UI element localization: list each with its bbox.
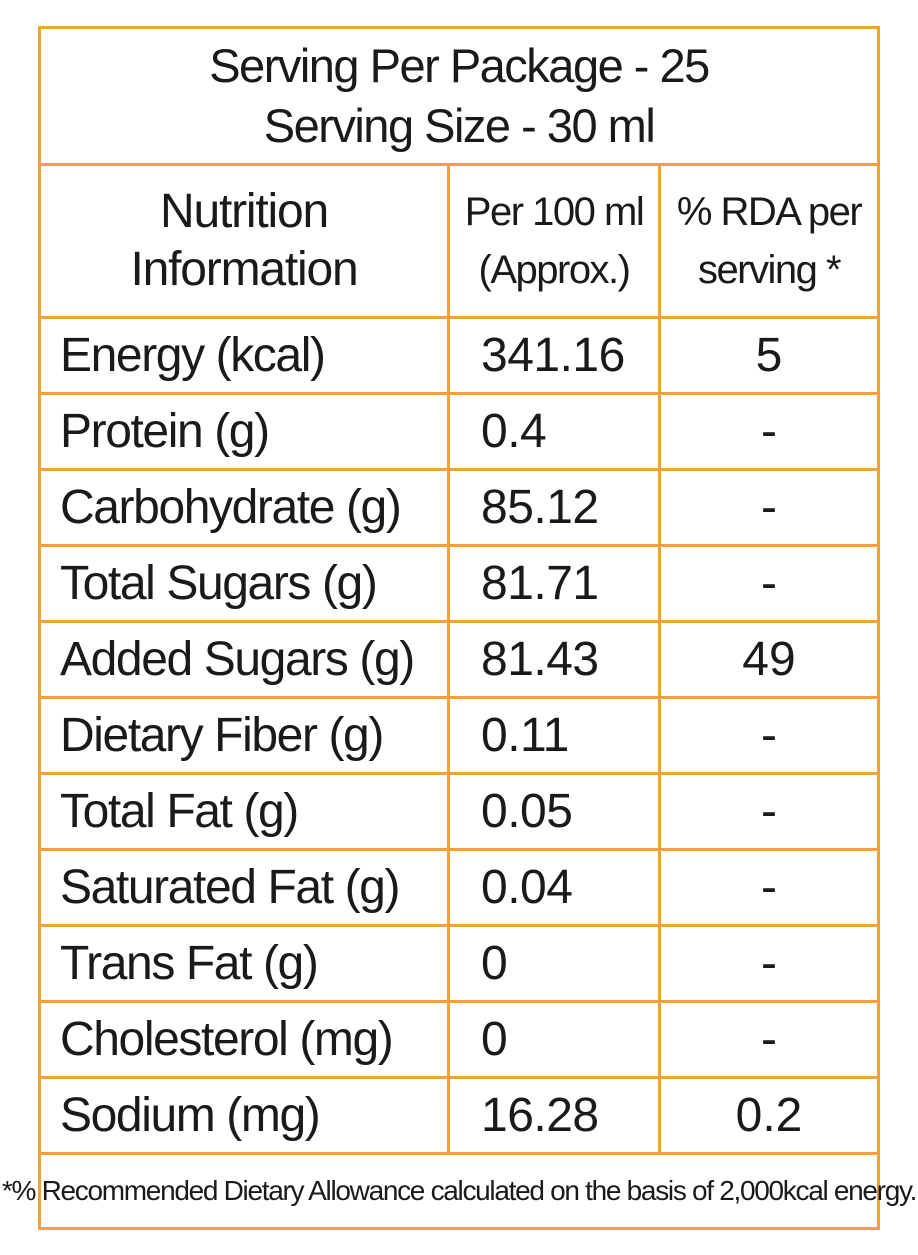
table-row: Carbohydrate (g) 85.12 -	[41, 471, 877, 547]
nutrient-name: Sodium (mg)	[41, 1079, 450, 1152]
table-row: Sodium (mg) 16.28 0.2	[41, 1079, 877, 1155]
nutrient-name: Energy (kcal)	[41, 319, 450, 392]
nutrition-label: Serving Per Package - 25 Serving Size - …	[1, 26, 917, 1230]
rda-value: -	[761, 861, 777, 914]
table-header-row: Nutrition Information Per 100 ml (Approx…	[41, 166, 877, 319]
per-100ml-value: 85.12	[450, 471, 661, 544]
table-row: Cholesterol (mg) 0 -	[41, 1003, 877, 1079]
rda-value: -	[761, 1013, 777, 1066]
rda-value: 49	[742, 633, 796, 686]
column-header-nutrient: Nutrition Information	[41, 166, 450, 316]
per-100ml-value: 0.4	[450, 395, 661, 468]
rda-value: -	[761, 785, 777, 838]
nutrient-name: Dietary Fiber (g)	[41, 699, 450, 772]
rda-value: -	[761, 937, 777, 990]
nutrient-name: Total Sugars (g)	[41, 547, 450, 620]
nutrient-name: Cholesterol (mg)	[41, 1003, 450, 1076]
nutrient-name: Added Sugars (g)	[41, 623, 450, 696]
nutrition-table: Nutrition Information Per 100 ml (Approx…	[41, 166, 877, 1155]
table-row: Saturated Fat (g) 0.04 -	[41, 851, 877, 927]
per-100ml-value: 0.11	[450, 699, 661, 772]
nutrient-name: Total Fat (g)	[41, 775, 450, 848]
servings-per-package: Serving Per Package - 25	[209, 39, 710, 92]
rda-value: -	[761, 405, 777, 458]
per-100ml-value: 0	[450, 927, 661, 1000]
rda-footnote: *% Recommended Dietary Allowance calcula…	[1, 1175, 917, 1206]
rda-value: -	[761, 481, 777, 534]
nutrient-name: Protein (g)	[41, 395, 450, 468]
table-row: Energy (kcal) 341.16 5	[41, 319, 877, 395]
rda-value: -	[761, 709, 777, 762]
per-100ml-value: 0.04	[450, 851, 661, 924]
column-header-rda: % RDA per serving *	[676, 190, 863, 292]
nutrient-name: Trans Fat (g)	[41, 927, 450, 1000]
per-100ml-value: 0.05	[450, 775, 661, 848]
serving-size: Serving Size - 30 ml	[263, 99, 656, 152]
table-row: Total Sugars (g) 81.71 -	[41, 547, 877, 623]
serving-header: Serving Per Package - 25 Serving Size - …	[41, 29, 877, 166]
per-100ml-value: 0	[450, 1003, 661, 1076]
rda-value: 0.2	[735, 1089, 803, 1142]
table-row: Trans Fat (g) 0 -	[41, 927, 877, 1003]
rda-value: 5	[755, 329, 783, 382]
nutrient-name: Saturated Fat (g)	[41, 851, 450, 924]
per-100ml-value: 16.28	[450, 1079, 661, 1152]
table-row: Added Sugars (g) 81.43 49	[41, 623, 877, 699]
column-header-per-100ml: Per 100 ml (Approx.)	[450, 166, 661, 316]
table-row: Dietary Fiber (g) 0.11 -	[41, 699, 877, 775]
table-row: Protein (g) 0.4 -	[41, 395, 877, 471]
rda-value: -	[761, 557, 777, 610]
nutrient-name: Carbohydrate (g)	[41, 471, 450, 544]
per-100ml-value: 81.71	[450, 547, 661, 620]
per-100ml-value: 81.43	[450, 623, 661, 696]
per-100ml-value: 341.16	[450, 319, 661, 392]
table-row: Total Fat (g) 0.05 -	[41, 775, 877, 851]
